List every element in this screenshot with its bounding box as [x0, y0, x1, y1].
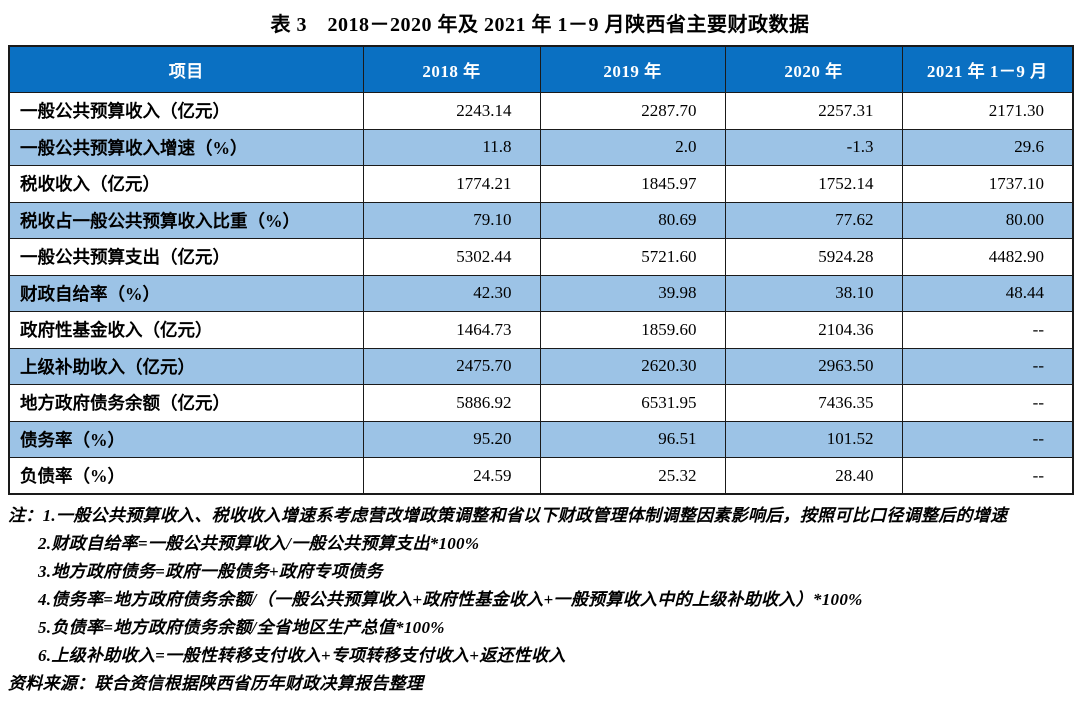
row-label: 政府性基金收入（亿元） [8, 311, 364, 349]
table-row: 一般公共预算收入增速（%） 11.8 2.0 -1.3 29.6 [8, 128, 1074, 166]
cell-value: 48.44 [901, 274, 1074, 312]
cell-value: 6531.95 [539, 384, 726, 422]
col-header-period: 2019 年 [539, 45, 726, 93]
note-line: 3.地方政府债务=政府一般债务+政府专项债务 [38, 562, 383, 581]
cell-value: 1737.10 [901, 165, 1074, 203]
table-row: 税收收入（亿元） 1774.21 1845.97 1752.14 1737.10 [8, 165, 1074, 203]
row-label: 负债率（%） [8, 457, 364, 495]
cell-value: 5721.60 [539, 238, 726, 276]
cell-value: 95.20 [362, 420, 541, 458]
page-title: 表 3 2018－2020 年及 2021 年 1－9 月陕西省主要财政数据 [270, 14, 810, 36]
cell-value: 2287.70 [539, 92, 726, 130]
cell-value: 2243.14 [362, 92, 541, 130]
col-header-period: 2020 年 [724, 45, 903, 93]
source-line: 资料来源：联合资信根据陕西省历年财政决算报告整理 [8, 674, 424, 693]
cell-value: 11.8 [362, 128, 541, 166]
row-label: 财政自给率（%） [8, 274, 364, 312]
col-header-item: 项目 [8, 45, 364, 93]
table-row: 上级补助收入（亿元） 2475.70 2620.30 2963.50 -- [8, 347, 1074, 385]
cell-value: -1.3 [724, 128, 903, 166]
cell-value: 79.10 [362, 201, 541, 239]
note-line: 注：1.一般公共预算收入、税收收入增速系考虑营改增政策调整和省以下财政管理体制调… [8, 506, 1008, 525]
cell-value: 96.51 [539, 420, 726, 458]
cell-value: -- [901, 311, 1074, 349]
cell-value: 24.59 [362, 457, 541, 495]
note-line: 2.财政自给率=一般公共预算收入/一般公共预算支出*100% [38, 534, 480, 553]
cell-value: 39.98 [539, 274, 726, 312]
cell-value: 38.10 [724, 274, 903, 312]
cell-value: 2257.31 [724, 92, 903, 130]
row-label: 债务率（%） [8, 420, 364, 458]
cell-value: 29.6 [901, 128, 1074, 166]
cell-value: 1845.97 [539, 165, 726, 203]
cell-value: -- [901, 347, 1074, 385]
cell-value: 2475.70 [362, 347, 541, 385]
cell-value: 1774.21 [362, 165, 541, 203]
note-line: 4.债务率=地方政府债务余额/（一般公共预算收入+政府性基金收入+一般预算收入中… [38, 590, 863, 609]
table-row: 地方政府债务余额（亿元） 5886.92 6531.95 7436.35 -- [8, 384, 1074, 422]
table-row: 一般公共预算支出（亿元） 5302.44 5721.60 5924.28 4482.90 [8, 238, 1074, 276]
note-line: 6.上级补助收入=一般性转移支付收入+专项转移支付收入+返还性收入 [38, 646, 566, 665]
cell-value: 1464.73 [362, 311, 541, 349]
table-row: 负债率（%） 24.59 25.32 28.40 -- [8, 457, 1074, 495]
row-label: 上级补助收入（亿元） [8, 347, 364, 385]
note-line: 5.负债率=地方政府债务余额/全省地区生产总值*100% [38, 618, 445, 637]
table-row: 政府性基金收入（亿元） 1464.73 1859.60 2104.36 -- [8, 311, 1074, 349]
cell-value: 101.52 [724, 420, 903, 458]
cell-value: 5302.44 [362, 238, 541, 276]
cell-value: 2171.30 [901, 92, 1074, 130]
cell-value: 5924.28 [724, 238, 903, 276]
header-row: 项目 2018 年 2019 年 2020 年 2021 年 1－9 月 [8, 45, 1074, 93]
cell-value: 2620.30 [539, 347, 726, 385]
col-header-period: 2021 年 1－9 月 [901, 45, 1074, 93]
table-row: 一般公共预算收入（亿元） 2243.14 2287.70 2257.31 2171.30 [8, 92, 1074, 130]
notes-section: 注：1.一般公共预算收入、税收收入增速系考虑营改增政策调整和省以下财政管理体制调… [8, 502, 1072, 670]
cell-value: 7436.35 [724, 384, 903, 422]
table-row: 税收占一般公共预算收入比重（%） 79.10 80.69 77.62 80.00 [8, 201, 1074, 239]
cell-value: 4482.90 [901, 238, 1074, 276]
cell-value: -- [901, 384, 1074, 422]
cell-value: -- [901, 420, 1074, 458]
cell-value: 28.40 [724, 457, 903, 495]
cell-value: 5886.92 [362, 384, 541, 422]
col-header-period: 2018 年 [362, 45, 541, 93]
cell-value: 80.00 [901, 201, 1074, 239]
fiscal-data-table: 项目 2018 年 2019 年 2020 年 2021 年 1－9 月 一般公共预算收… [8, 45, 1074, 495]
cell-value: 2963.50 [724, 347, 903, 385]
cell-value: 2104.36 [724, 311, 903, 349]
cell-value: 25.32 [539, 457, 726, 495]
row-label: 一般公共预算支出（亿元） [8, 238, 364, 276]
table-row: 财政自给率（%） 42.30 39.98 38.10 48.44 [8, 274, 1074, 312]
table-row: 债务率（%） 95.20 96.51 101.52 -- [8, 420, 1074, 458]
cell-value: 80.69 [539, 201, 726, 239]
row-label: 地方政府债务余额（亿元） [8, 384, 364, 422]
row-label: 一般公共预算收入增速（%） [8, 128, 364, 166]
cell-value: -- [901, 457, 1074, 495]
cell-value: 77.62 [724, 201, 903, 239]
row-label: 税收收入（亿元） [8, 165, 364, 203]
cell-value: 1859.60 [539, 311, 726, 349]
table-body: 一般公共预算收入（亿元） 2243.14 2287.70 2257.31 2171.30… [8, 92, 1074, 495]
cell-value: 42.30 [362, 274, 541, 312]
cell-value: 1752.14 [724, 165, 903, 203]
cell-value: 2.0 [539, 128, 726, 166]
row-label: 税收占一般公共预算收入比重（%） [8, 201, 364, 239]
row-label: 一般公共预算收入（亿元） [8, 92, 364, 130]
